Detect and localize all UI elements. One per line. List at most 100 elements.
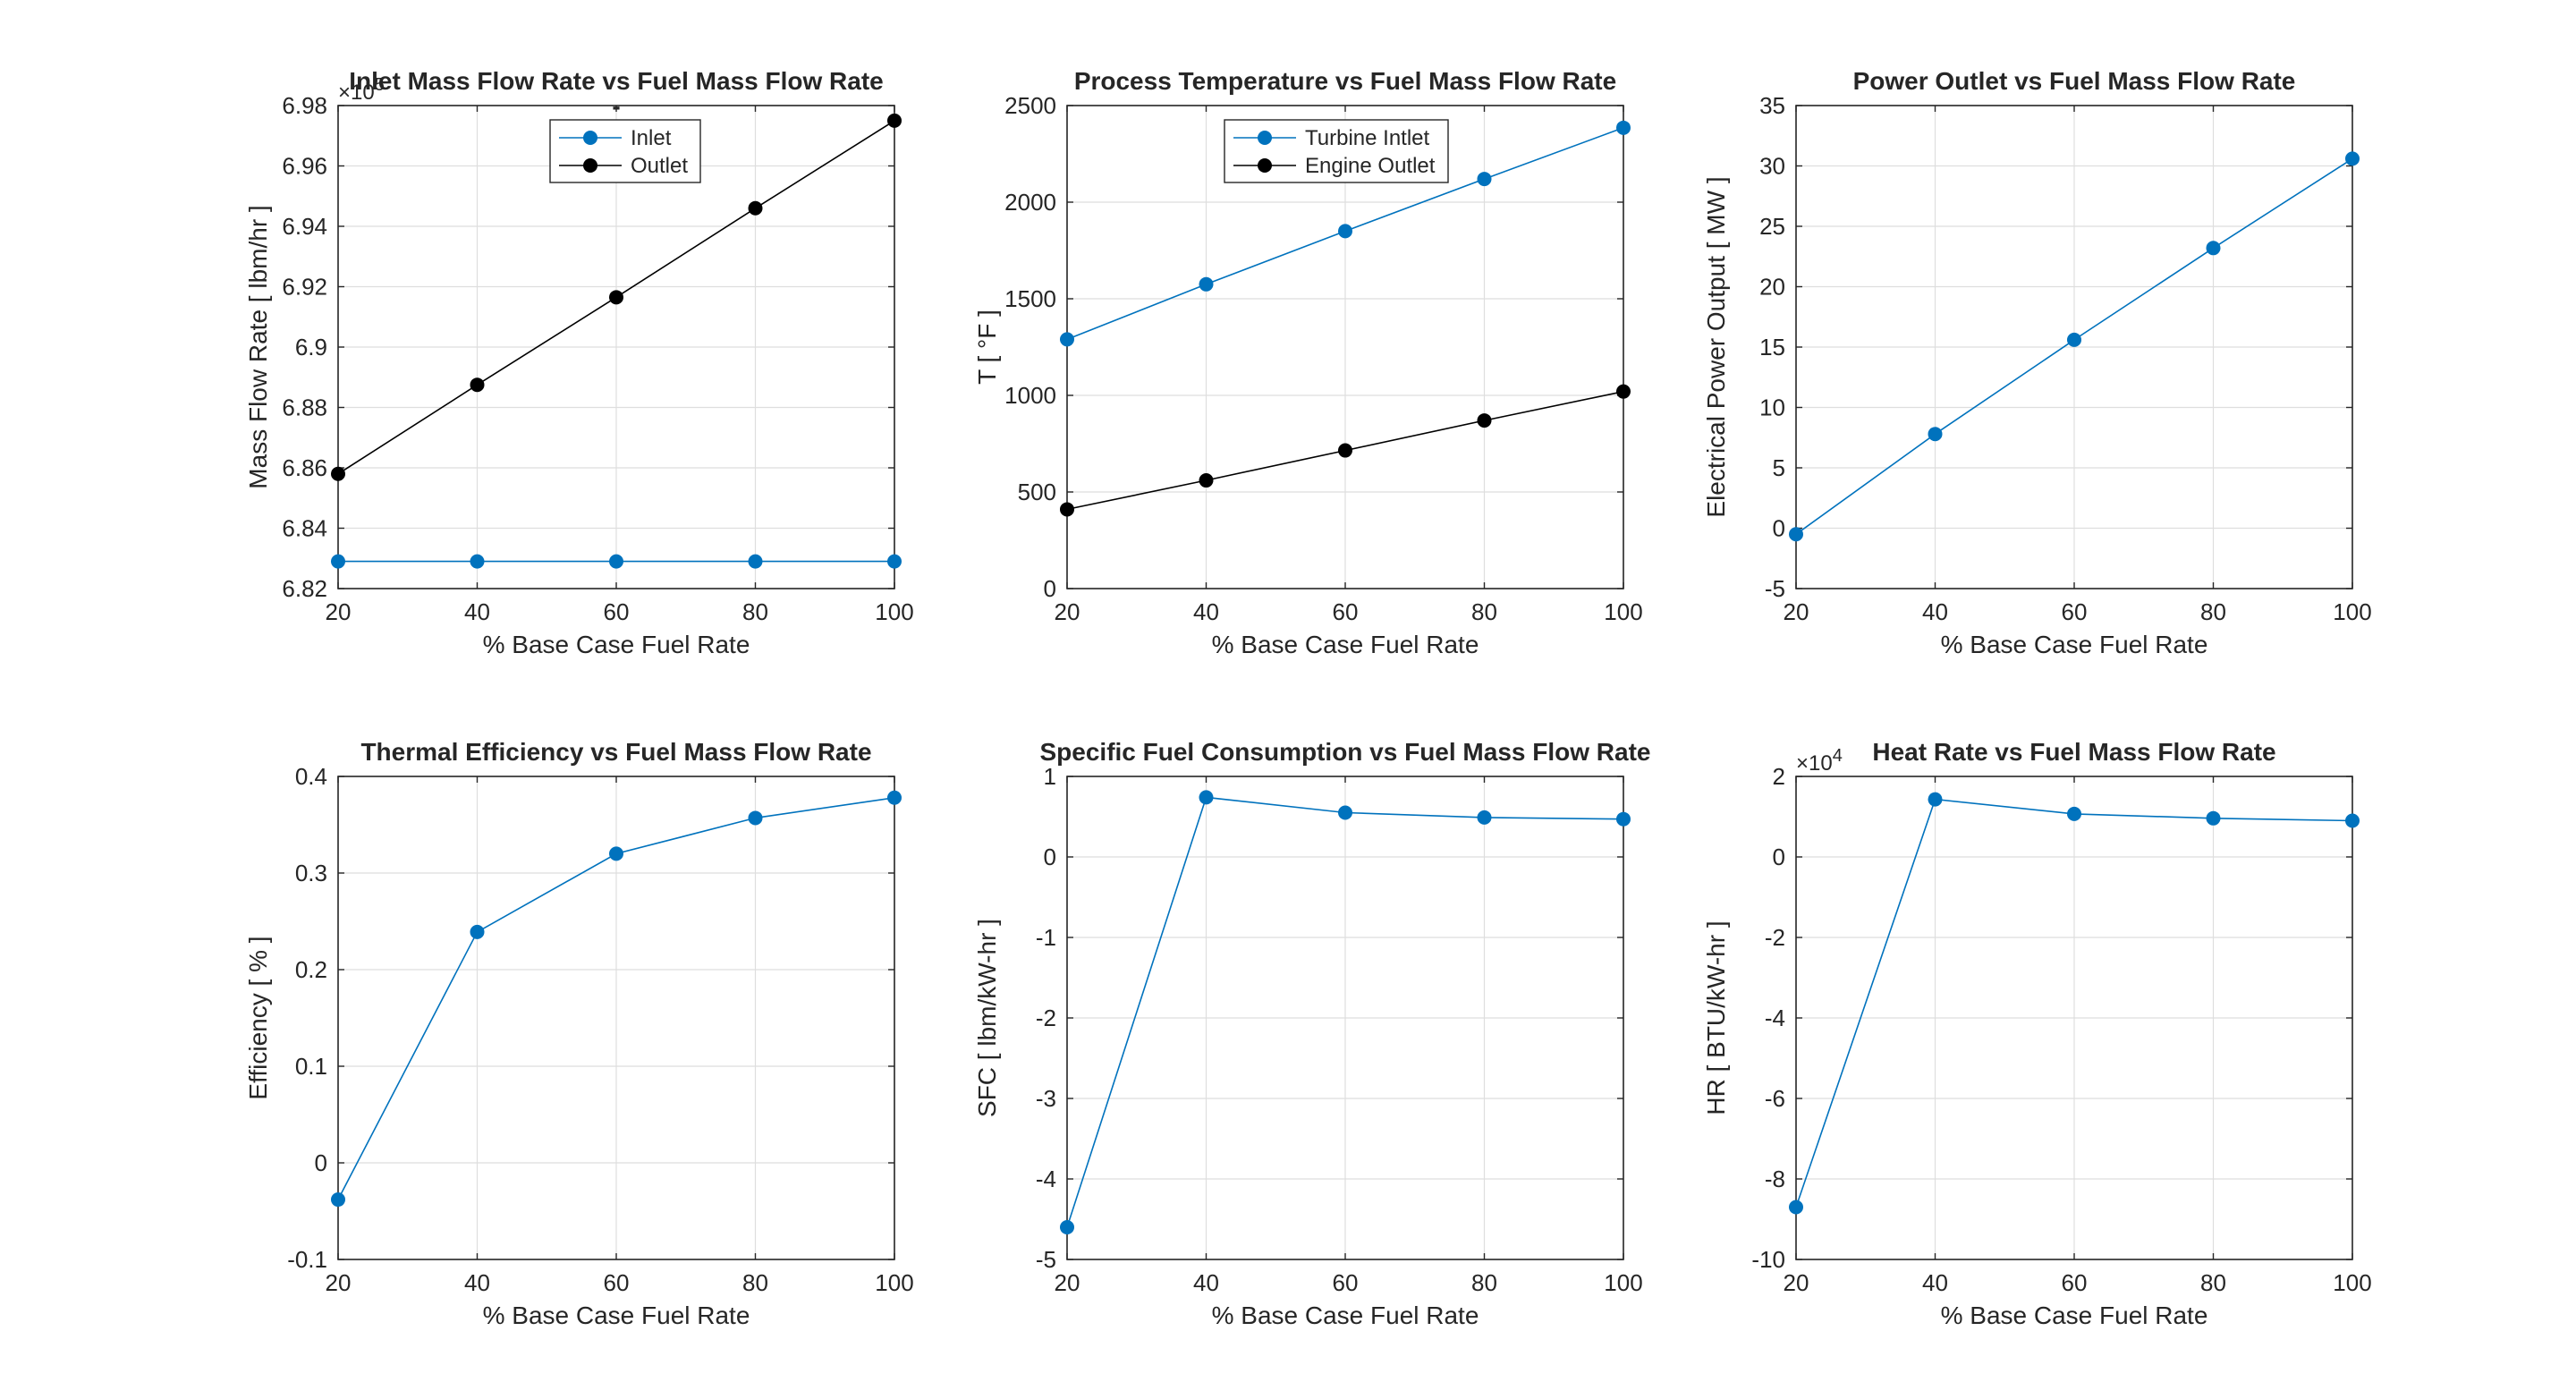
chart-title: Thermal Efficiency vs Fuel Mass Flow Rat… [360,738,871,766]
x-axis-label: % Base Case Fuel Rate [483,1301,750,1329]
x-axis-label: % Base Case Fuel Rate [1212,1301,1479,1329]
data-point [1616,384,1631,399]
y-tick-label: 6.88 [282,394,327,421]
y-tick-label: 2 [1773,763,1785,790]
y-tick-label: 6.9 [295,334,327,360]
data-point [1338,443,1352,458]
y-axis-label: HR [ BTU/kW-hr ] [1702,920,1730,1115]
data-point [887,790,902,805]
data-point [1060,1220,1074,1234]
chart-panel: 20 40 60 80 100 -10 -8 -6 -4 -2 0 2 ×104 Heat Rate vs… [1702,738,2372,1329]
chart-title: Inlet Mass Flow Rate vs Fuel Mass Flow R… [349,67,884,95]
y-tick-label: -10 [1751,1246,1785,1273]
data-point [2067,806,2081,821]
data-point [331,1192,345,1208]
data-point [1789,1200,1803,1215]
data-point [331,466,345,481]
data-point [1338,224,1352,239]
y-tick-label: 6.82 [282,575,327,602]
y-tick-label: 1 [1044,763,1056,790]
data-point [2345,151,2360,166]
legend-label: Outlet [631,154,688,178]
y-tick-label: -2 [1036,1005,1056,1031]
y-tick-label: 25 [1759,213,1785,240]
data-point [2345,813,2360,828]
x-tick-label: 60 [2062,1269,2088,1296]
data-point [470,924,485,939]
y-tick-label: 0 [1773,844,1785,870]
y-tick-label: 5 [1773,454,1785,481]
data-point [1616,811,1631,827]
x-tick-label: 60 [604,1269,630,1296]
y-tick-label: 0 [1044,844,1056,870]
legend-box [1224,119,1449,183]
legend-label: Inlet [631,126,672,150]
legend-label: Turbine Intlet [1305,126,1430,150]
x-tick-label: 60 [1333,598,1359,625]
y-tick-label: 6.94 [282,213,327,240]
data-point [2206,241,2221,256]
y-tick-label: -2 [1765,924,1785,951]
y-tick-label: 15 [1759,334,1785,360]
x-tick-label: 40 [464,598,490,625]
data-point [1477,413,1492,428]
y-tick-label: 0.4 [295,763,327,790]
y-tick-label: -0.1 [287,1246,327,1273]
y-tick-label: 6.84 [282,515,327,542]
y-axis-label: SFC [ lbm/kW-hr ] [973,919,1001,1117]
data-point [1477,172,1492,187]
data-point [1060,502,1074,517]
data-point [1928,792,1943,807]
data-point [2206,810,2221,826]
data-point [470,377,485,393]
y-tick-label: 0 [1044,575,1056,602]
data-point [609,846,623,861]
y-exponent-label: ×105 [338,75,385,105]
x-tick-label: 80 [1471,598,1497,625]
x-tick-label: 80 [2200,1269,2226,1296]
chart-title: Specific Fuel Consumption vs Fuel Mass F… [1039,738,1650,766]
y-tick-label: 0 [315,1149,327,1176]
legend-box [549,119,701,183]
data-point [1928,427,1943,442]
x-tick-label: 100 [875,1269,913,1296]
y-tick-label: 2500 [1004,92,1056,119]
y-tick-label: 10 [1759,394,1785,421]
y-axis-label: Electrical Power Output [ MW ] [1702,176,1730,517]
legend: Inlet Outlet [549,119,701,183]
y-tick-label: 35 [1759,92,1785,119]
y-tick-label: -4 [1036,1166,1056,1192]
data-point [331,554,345,569]
x-tick-label: 60 [2062,598,2088,625]
chart-subtitle: - [612,92,620,120]
x-tick-label: 60 [604,598,630,625]
x-tick-label: 20 [1784,1269,1809,1296]
x-tick-label: 40 [1193,598,1219,625]
x-tick-label: 100 [1604,1269,1642,1296]
x-tick-label: 20 [1055,598,1080,625]
x-tick-label: 20 [326,598,352,625]
data-point [748,200,763,216]
x-tick-label: 20 [1055,1269,1080,1296]
data-point [1338,805,1352,820]
x-tick-label: 40 [1193,1269,1219,1296]
data-point [2067,332,2081,347]
data-point [470,554,485,569]
data-point [1060,332,1074,347]
data-point [1789,527,1803,542]
y-tick-label: 0 [1773,515,1785,542]
x-axis-label: % Base Case Fuel Rate [483,631,750,658]
y-exponent-label: ×104 [1796,746,1843,776]
y-tick-label: 6.98 [282,92,327,119]
data-point [609,554,623,569]
x-tick-label: 40 [1922,1269,1948,1296]
y-axis-label: Mass Flow Rate [ lbm/hr ] [244,205,272,488]
data-point [1199,276,1214,292]
x-tick-label: 80 [2200,598,2226,625]
y-tick-label: -8 [1765,1166,1785,1192]
x-tick-label: 20 [1784,598,1809,625]
chart-panel: 20 40 60 80 100 -5 0 5 10 15 20 25 30 35 Power Outlet … [1702,67,2372,658]
y-tick-label: 30 [1759,153,1785,180]
y-tick-label: -5 [1036,1246,1056,1273]
